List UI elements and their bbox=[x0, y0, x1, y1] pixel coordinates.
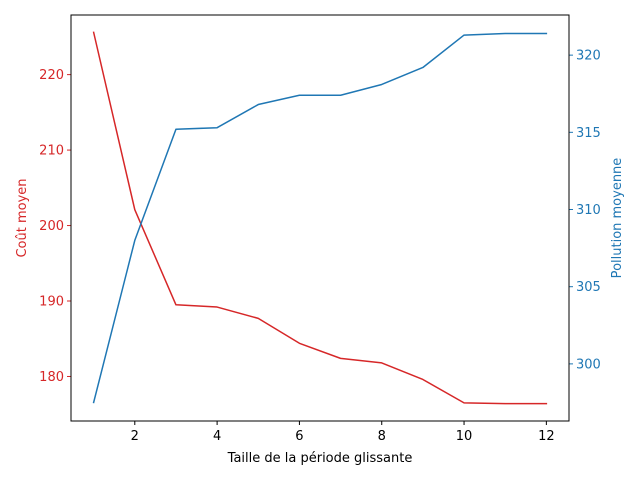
cost-series-line bbox=[92, 31, 548, 405]
x-tick-label: 8 bbox=[378, 429, 386, 444]
right-y-tick-label: 320 bbox=[576, 49, 601, 64]
right-y-axis-label: Pollution moyenne bbox=[610, 158, 625, 279]
x-tick-label: 6 bbox=[295, 429, 303, 444]
right-y-tick-label: 300 bbox=[576, 357, 601, 372]
right-y-tick-label: 310 bbox=[576, 203, 601, 218]
pollution-series-line bbox=[92, 32, 548, 404]
left-y-tick-label: 220 bbox=[39, 68, 64, 83]
x-tick-label: 10 bbox=[456, 429, 473, 444]
left-y-axis-label: Coût moyen bbox=[15, 178, 30, 257]
left-y-tick-label: 180 bbox=[39, 370, 64, 385]
left-y-tick-label: 190 bbox=[39, 295, 64, 310]
series-lines bbox=[92, 31, 548, 405]
x-tick-label: 4 bbox=[213, 429, 221, 444]
x-axis-label: Taille de la période glissante bbox=[227, 451, 413, 466]
plot-area: 2 4 6 8 10 12 180 190 200 210 220 300 305 310 315 320 bbox=[39, 14, 601, 444]
left-y-axis-ticks: 180 190 200 210 220 bbox=[39, 68, 71, 385]
right-y-axis-ticks: 300 305 310 315 320 bbox=[569, 49, 601, 372]
plot-frame bbox=[70, 14, 570, 422]
right-y-tick-label: 305 bbox=[576, 280, 601, 295]
x-axis-ticks: 2 4 6 8 10 12 bbox=[131, 421, 555, 444]
right-y-tick-label: 315 bbox=[576, 126, 601, 141]
left-y-tick-label: 200 bbox=[39, 219, 64, 234]
x-tick-label: 2 bbox=[131, 429, 139, 444]
left-y-tick-label: 210 bbox=[39, 144, 64, 159]
x-tick-label: 12 bbox=[538, 429, 555, 444]
